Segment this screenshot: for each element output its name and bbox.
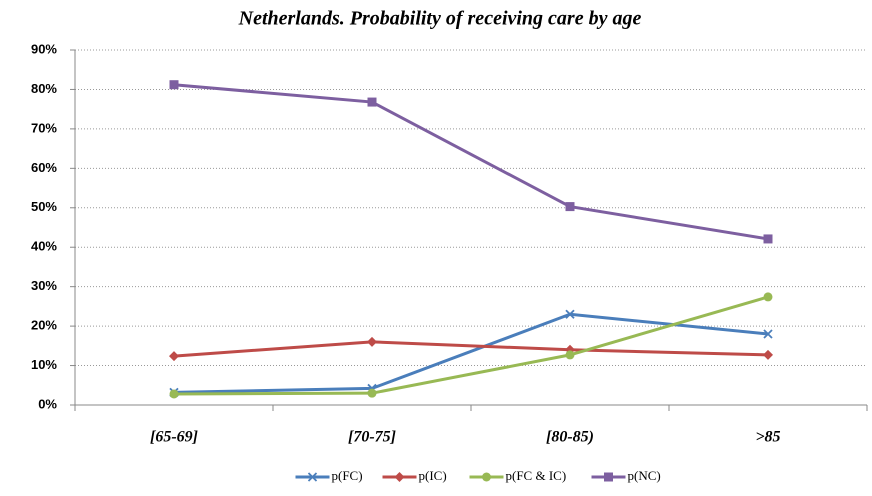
y-tick-label: 20% [31, 318, 57, 333]
legend-item: p(NC) [591, 468, 661, 483]
marker [394, 472, 405, 482]
series-line [173, 83, 769, 241]
marker [565, 350, 575, 360]
y-tick-label: 60% [31, 160, 57, 175]
y-tick-label: 80% [31, 81, 57, 96]
y-tick-label: 40% [31, 239, 57, 254]
marker [169, 389, 179, 399]
marker [367, 388, 377, 398]
y-tick-label: 0% [38, 396, 57, 411]
x-tick-label: >85 [755, 429, 780, 446]
series-line [173, 340, 769, 358]
marker [763, 234, 773, 244]
legend-label: p(IC) [419, 468, 447, 483]
series-line [173, 312, 769, 394]
x-tick-label: [65-69] [150, 429, 198, 446]
marker [307, 472, 318, 482]
legend-label: p(FC & IC) [506, 468, 567, 483]
y-tick-label: 50% [31, 199, 57, 214]
y-tick-label: 10% [31, 357, 57, 372]
marker [763, 329, 773, 339]
marker [763, 292, 773, 302]
y-tick-label: 70% [31, 120, 57, 135]
y-tick-label: 30% [31, 278, 57, 293]
series-line [173, 295, 769, 396]
legend-item: p(FC) [295, 468, 363, 483]
marker [169, 351, 179, 362]
legend-label: p(FC) [332, 468, 363, 483]
marker [763, 349, 773, 360]
marker [565, 309, 575, 319]
legend-item: p(FC & IC) [469, 468, 567, 483]
marker [367, 97, 377, 107]
marker [482, 472, 491, 482]
x-tick-label: [70-75] [348, 429, 396, 446]
marker [565, 202, 575, 212]
marker [169, 80, 179, 90]
x-tick-label: [80-85) [546, 429, 594, 446]
y-tick-label: 90% [31, 41, 57, 56]
marker [604, 472, 613, 482]
legend-item: p(IC) [382, 468, 447, 483]
marker [367, 336, 377, 347]
legend-label: p(NC) [628, 468, 661, 483]
chart-title: Netherlands. Probability of receiving ca… [238, 8, 642, 30]
